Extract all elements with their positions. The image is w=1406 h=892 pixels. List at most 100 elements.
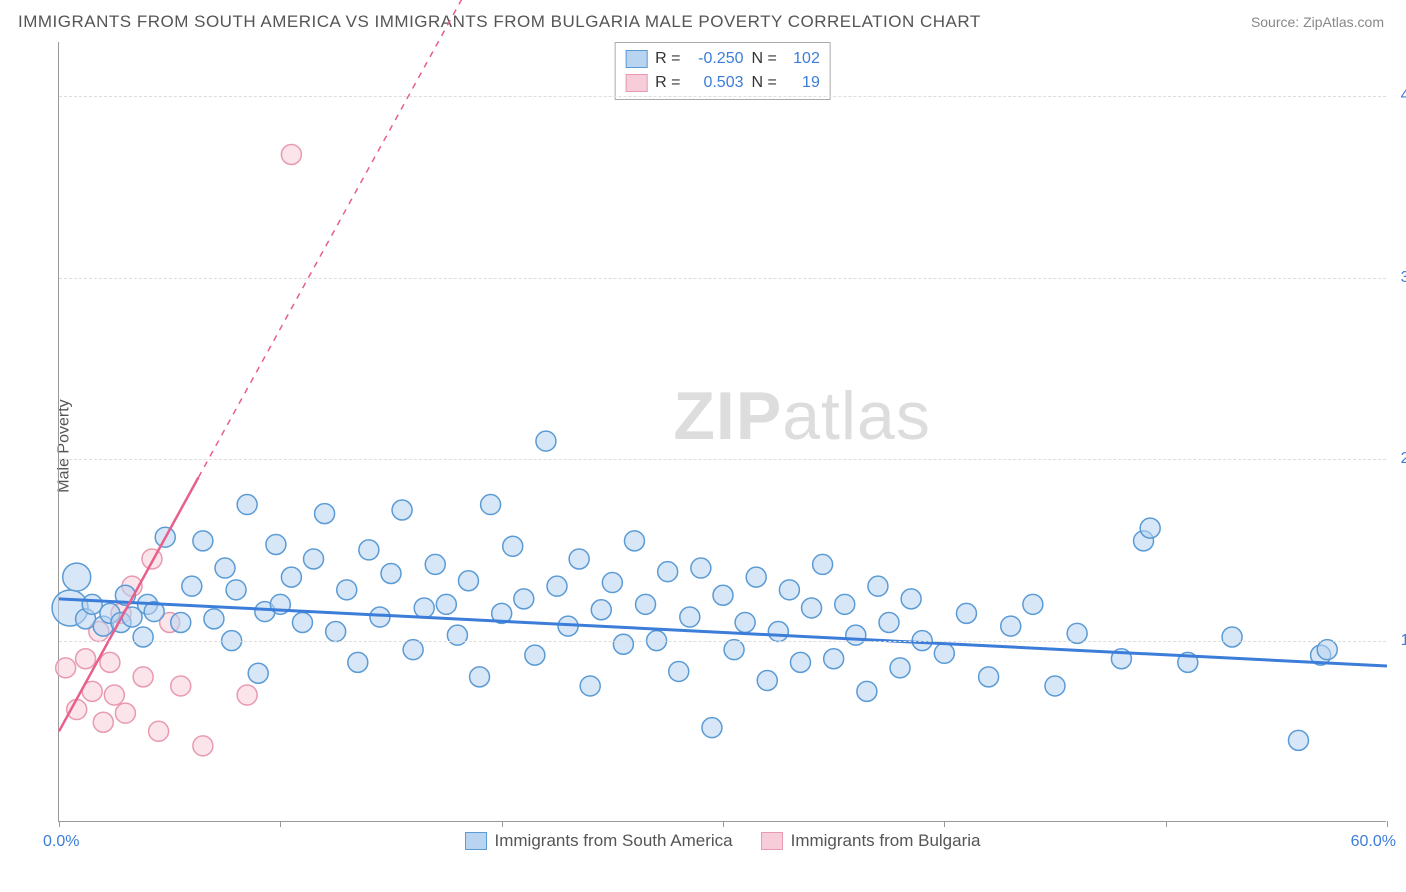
legend-r-label: R = bbox=[655, 47, 680, 71]
data-point bbox=[392, 500, 412, 520]
data-point bbox=[381, 563, 401, 583]
legend-n-label: N = bbox=[752, 71, 777, 95]
data-point bbox=[901, 589, 921, 609]
bottom-legend-label-1: Immigrants from South America bbox=[495, 831, 733, 851]
data-point bbox=[613, 634, 633, 654]
swatch-south-america-icon bbox=[465, 832, 487, 850]
data-point bbox=[1140, 518, 1160, 538]
data-point bbox=[348, 652, 368, 672]
legend-n-value-2: 19 bbox=[785, 71, 820, 95]
data-point bbox=[149, 721, 169, 741]
data-point bbox=[281, 144, 301, 164]
x-tick bbox=[1166, 821, 1167, 827]
gridline bbox=[59, 96, 1386, 97]
data-point bbox=[1222, 627, 1242, 647]
data-point bbox=[470, 667, 490, 687]
legend-r-value-1: -0.250 bbox=[689, 47, 744, 71]
data-point bbox=[514, 589, 534, 609]
legend-n-value-1: 102 bbox=[785, 47, 820, 71]
gridline bbox=[59, 278, 1386, 279]
data-point bbox=[237, 685, 257, 705]
data-point bbox=[56, 658, 76, 678]
data-point bbox=[503, 536, 523, 556]
data-point bbox=[757, 671, 777, 691]
data-point bbox=[691, 558, 711, 578]
bottom-legend-item-1: Immigrants from South America bbox=[465, 831, 733, 851]
data-point bbox=[857, 681, 877, 701]
data-point bbox=[724, 640, 744, 660]
data-point bbox=[359, 540, 379, 560]
data-point bbox=[680, 607, 700, 627]
data-point bbox=[934, 643, 954, 663]
data-point bbox=[104, 685, 124, 705]
trend-line-extension bbox=[198, 0, 568, 477]
data-point bbox=[1023, 594, 1043, 614]
data-point bbox=[636, 594, 656, 614]
legend-r-label: R = bbox=[655, 71, 680, 95]
data-point bbox=[979, 667, 999, 687]
data-point bbox=[813, 554, 833, 574]
data-point bbox=[768, 622, 788, 642]
data-point bbox=[93, 712, 113, 732]
source-label: Source: ZipAtlas.com bbox=[1251, 14, 1384, 30]
data-point bbox=[624, 531, 644, 551]
gridline bbox=[59, 459, 1386, 460]
data-point bbox=[602, 573, 622, 593]
chart-title: IMMIGRANTS FROM SOUTH AMERICA VS IMMIGRA… bbox=[18, 12, 981, 32]
x-tick bbox=[280, 821, 281, 827]
x-tick-label-max: 60.0% bbox=[1351, 833, 1396, 851]
data-point bbox=[337, 580, 357, 600]
data-point bbox=[193, 736, 213, 756]
data-point bbox=[63, 563, 91, 591]
data-point bbox=[76, 649, 96, 669]
data-point bbox=[846, 625, 866, 645]
x-tick bbox=[723, 821, 724, 827]
data-point bbox=[481, 495, 501, 515]
data-point bbox=[580, 676, 600, 696]
data-point bbox=[735, 612, 755, 632]
data-point bbox=[281, 567, 301, 587]
bottom-legend: Immigrants from South America Immigrants… bbox=[465, 831, 981, 851]
legend-row-1: R = -0.250 N = 102 bbox=[625, 47, 820, 71]
data-point bbox=[1045, 676, 1065, 696]
data-point bbox=[436, 594, 456, 614]
data-point bbox=[835, 594, 855, 614]
data-point bbox=[956, 603, 976, 623]
data-point bbox=[1317, 640, 1337, 660]
data-point bbox=[237, 495, 257, 515]
data-point bbox=[447, 625, 467, 645]
x-tick bbox=[502, 821, 503, 827]
data-point bbox=[1288, 730, 1308, 750]
data-point bbox=[292, 612, 312, 632]
legend-r-value-2: 0.503 bbox=[689, 71, 744, 95]
data-point bbox=[802, 598, 822, 618]
plot-area: ZIPatlas R = -0.250 N = 102 R = 0.503 N … bbox=[58, 42, 1386, 822]
swatch-south-america bbox=[625, 50, 647, 68]
data-point bbox=[414, 598, 434, 618]
swatch-bulgaria bbox=[625, 74, 647, 92]
data-point bbox=[879, 612, 899, 632]
y-tick-label: 10.0% bbox=[1391, 632, 1406, 650]
data-point bbox=[266, 534, 286, 554]
data-point bbox=[82, 594, 102, 614]
data-point bbox=[702, 718, 722, 738]
data-point bbox=[326, 622, 346, 642]
data-point bbox=[248, 663, 268, 683]
y-tick-label: 30.0% bbox=[1391, 269, 1406, 287]
data-point bbox=[182, 576, 202, 596]
data-point bbox=[669, 661, 689, 681]
data-point bbox=[536, 431, 556, 451]
data-point bbox=[890, 658, 910, 678]
chart-svg bbox=[59, 42, 1386, 821]
data-point bbox=[100, 652, 120, 672]
data-point bbox=[547, 576, 567, 596]
data-point bbox=[525, 645, 545, 665]
correlation-legend: R = -0.250 N = 102 R = 0.503 N = 19 bbox=[614, 42, 831, 100]
data-point bbox=[171, 612, 191, 632]
data-point bbox=[193, 531, 213, 551]
data-point bbox=[1001, 616, 1021, 636]
data-point bbox=[425, 554, 445, 574]
legend-row-2: R = 0.503 N = 19 bbox=[625, 71, 820, 95]
data-point bbox=[226, 580, 246, 600]
data-point bbox=[315, 504, 335, 524]
